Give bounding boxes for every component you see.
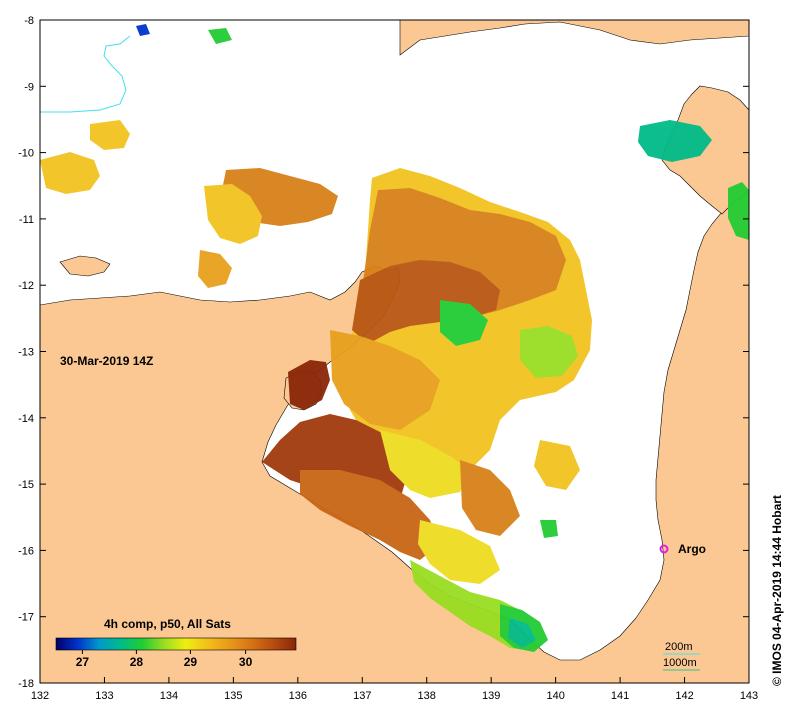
contour-200m (40, 35, 131, 113)
y-tick-label: -15 (18, 479, 34, 491)
land-new-guinea (399, 20, 749, 56)
y-tick-label: -13 (18, 347, 34, 359)
argo-point (659, 544, 669, 554)
x-tick-label: 134 (160, 690, 178, 702)
contour-label-1000m: 1000m (663, 657, 697, 669)
y-axis: -8 -9 -10 -11 -12 -13 -14 -15 -16 -17 -18 (18, 15, 749, 690)
y-tick-label: -18 (18, 678, 34, 690)
argo-marker: Argo (659, 542, 706, 556)
argo-label: Argo (678, 542, 706, 556)
contour-label-200m: 200m (665, 641, 693, 653)
colorbar-ticks: 27 28 29 30 (76, 650, 253, 669)
y-tick-label: -9 (24, 81, 34, 93)
colorbar-tick-label: 29 (184, 655, 198, 669)
sst-overlay (40, 24, 749, 652)
x-tick-label: 138 (418, 690, 436, 702)
x-tick-label: 140 (546, 690, 564, 702)
x-tick-label: 136 (289, 690, 307, 702)
y-tick-label: -12 (18, 280, 34, 292)
x-tick-label: 141 (611, 690, 629, 702)
x-tick-label: 143 (740, 690, 758, 702)
x-tick-label: 142 (675, 690, 693, 702)
x-tick-label: 139 (482, 690, 500, 702)
colorbar-tick-label: 30 (239, 655, 253, 669)
contour-legend: 200m 1000m (663, 641, 700, 671)
y-tick-label: -17 (18, 612, 34, 624)
y-tick-label: -16 (18, 545, 34, 557)
y-tick-label: -11 (19, 214, 34, 226)
x-axis: 132 133 134 135 136 137 138 139 140 141 142 143 (31, 677, 758, 702)
y-tick-label: -10 (18, 148, 34, 160)
land-northern-territory (40, 179, 749, 683)
date-label: 30-Mar-2019 14Z (60, 354, 153, 368)
x-tick-label: 135 (224, 690, 242, 702)
colorbar-tick-label: 28 (130, 655, 144, 669)
land-islands-nw (59, 255, 111, 277)
x-tick-label: 133 (95, 690, 113, 702)
y-tick-label: -14 (18, 413, 34, 425)
colorbar (55, 637, 297, 651)
colorbar-tick-label: 27 (76, 655, 90, 669)
y-tick-label: -8 (24, 15, 34, 27)
colorbar-title: 4h comp, p50, All Sats (104, 617, 231, 631)
x-tick-label: 132 (31, 690, 49, 702)
x-tick-label: 137 (353, 690, 371, 702)
credit-label: © IMOS 04-Apr-2019 14:44 Hobart (770, 495, 784, 686)
colorbar-legend: 4h comp, p50, All Sats 27 28 29 30 (55, 617, 297, 669)
